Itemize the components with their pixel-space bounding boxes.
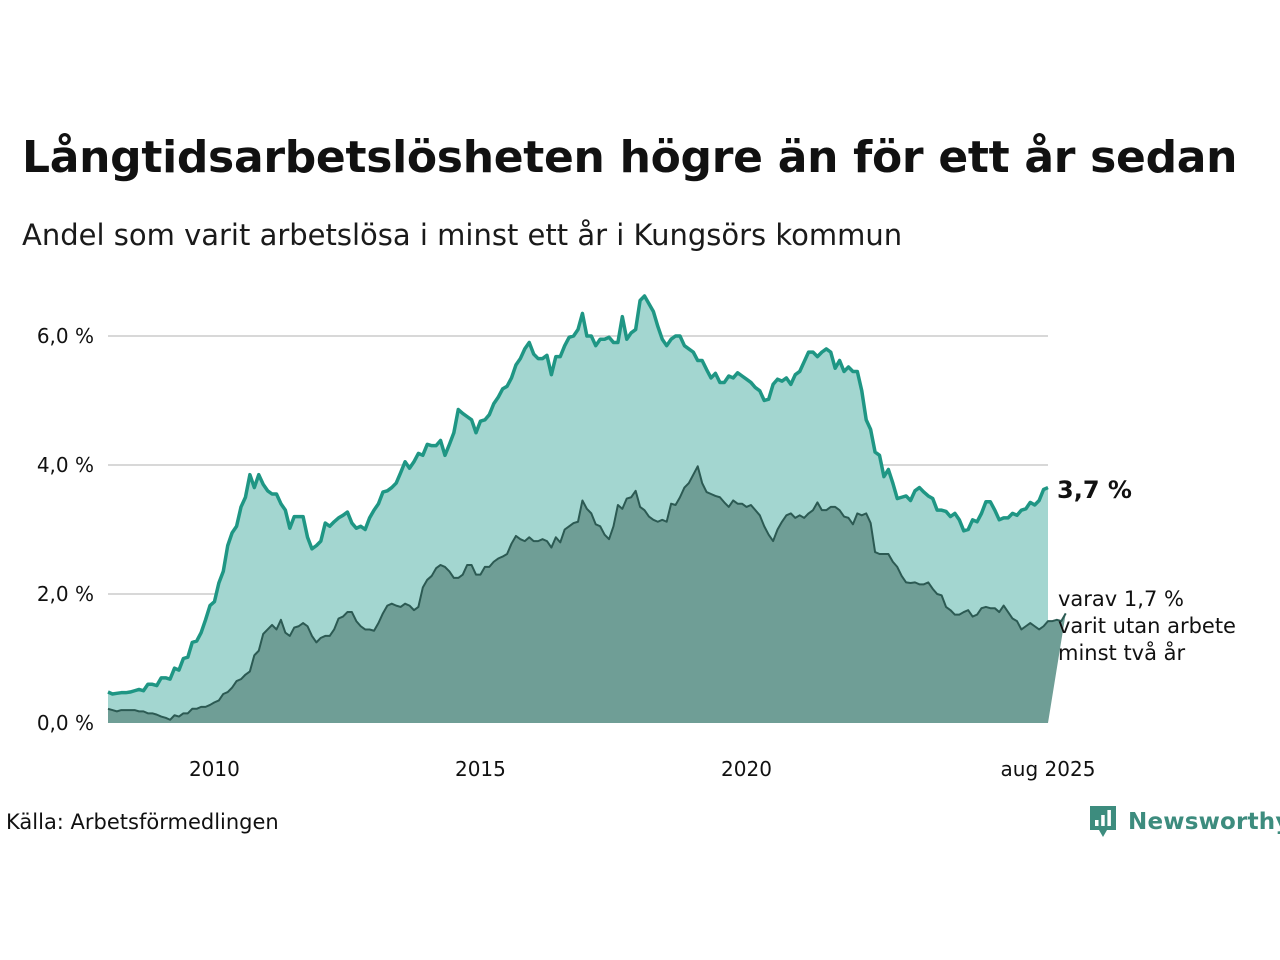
y-tick-label: 4,0 % bbox=[37, 453, 94, 477]
y-tick-label: 0,0 % bbox=[37, 711, 94, 735]
y-tick-label: 6,0 % bbox=[37, 324, 94, 348]
newsworthy-logo-icon bbox=[1090, 806, 1116, 837]
two-year-unemployment-area bbox=[108, 466, 1066, 723]
two-year-unemployment-line bbox=[107, 465, 1067, 721]
long-term-unemployment-line bbox=[107, 294, 1049, 696]
y-tick-label: 2,0 % bbox=[37, 582, 94, 606]
x-tick-label: 2010 bbox=[189, 757, 240, 781]
x-tick-label: 2015 bbox=[455, 757, 506, 781]
chart-title: Långtidsarbetslösheten högre än för ett … bbox=[22, 132, 1238, 183]
chart-subtitle: Andel som varit arbetslösa i minst ett å… bbox=[22, 218, 903, 252]
x-axis-labels: 2010 2015 2020 aug 2025 bbox=[189, 757, 1095, 781]
brand-logo: Newsworthy bbox=[1088, 804, 1280, 840]
sub-end-label: varav 1,7 % bbox=[1058, 587, 1184, 611]
main-end-label: 3,7 % bbox=[1057, 476, 1132, 504]
sub-end-label: minst två år bbox=[1058, 640, 1186, 665]
y-axis-labels: 0,0 % 2,0 % 4,0 % 6,0 % bbox=[37, 324, 94, 735]
sub-end-label: varit utan arbete bbox=[1058, 614, 1236, 638]
x-tick-label: aug 2025 bbox=[1001, 757, 1096, 781]
source-note: Källa: Arbetsförmedlingen bbox=[6, 810, 279, 834]
series-areas bbox=[107, 294, 1067, 723]
x-tick-label: 2020 bbox=[721, 757, 772, 781]
brand-name: Newsworthy bbox=[1128, 809, 1280, 835]
